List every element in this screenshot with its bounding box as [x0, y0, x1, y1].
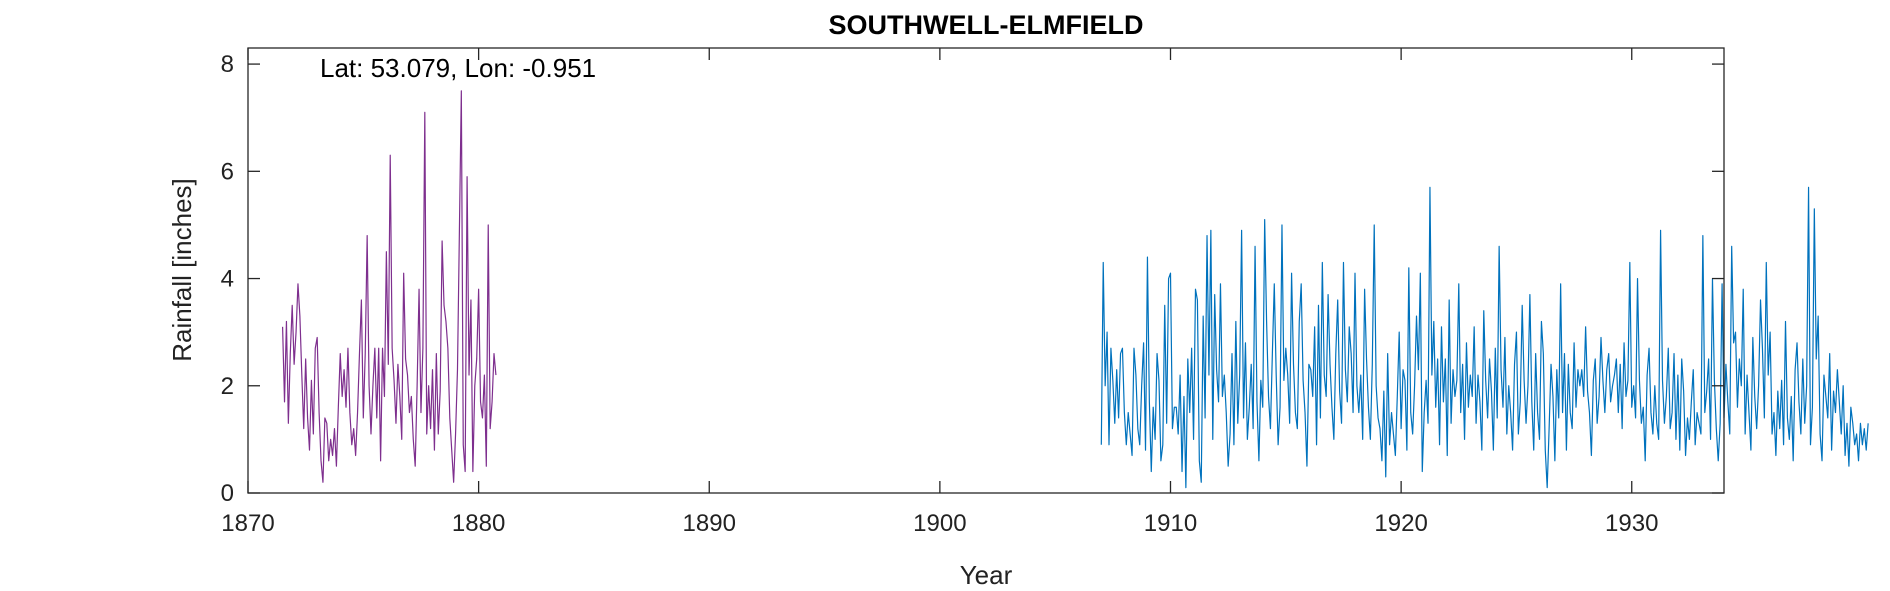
x-tick-label: 1890 — [683, 510, 736, 537]
plot-box — [247, 47, 1725, 494]
x-tick-label: 1930 — [1605, 510, 1658, 537]
x-tick-label: 1910 — [1144, 510, 1197, 537]
series-layer — [281, 90, 1869, 489]
series-line-2 — [1100, 186, 1869, 489]
x-tick-label: 1880 — [452, 510, 505, 537]
plot-background — [248, 48, 1724, 493]
tick-layer: 1870 1880 1890 1900 1910 1920 1930 0 2 4 6 8 — [221, 48, 1724, 537]
y-tick-label: 0 — [221, 480, 234, 507]
series-line-1 — [281, 90, 497, 483]
y-tick-label: 6 — [221, 158, 234, 185]
x-tick-label: 1900 — [913, 510, 966, 537]
chart-title: SOUTHWELL-ELMFIELD — [829, 10, 1144, 40]
x-tick-label: 1920 — [1374, 510, 1427, 537]
x-tick-label: 1870 — [221, 510, 274, 537]
y-tick-label: 4 — [221, 266, 234, 293]
x-axis-label: Year — [960, 560, 1013, 590]
y-tick-label: 8 — [221, 51, 234, 78]
coordinate-annotation: Lat: 53.079, Lon: -0.951 — [320, 53, 596, 83]
y-tick-label: 2 — [221, 373, 234, 400]
y-axis-label: Rainfall [inches] — [167, 178, 197, 362]
